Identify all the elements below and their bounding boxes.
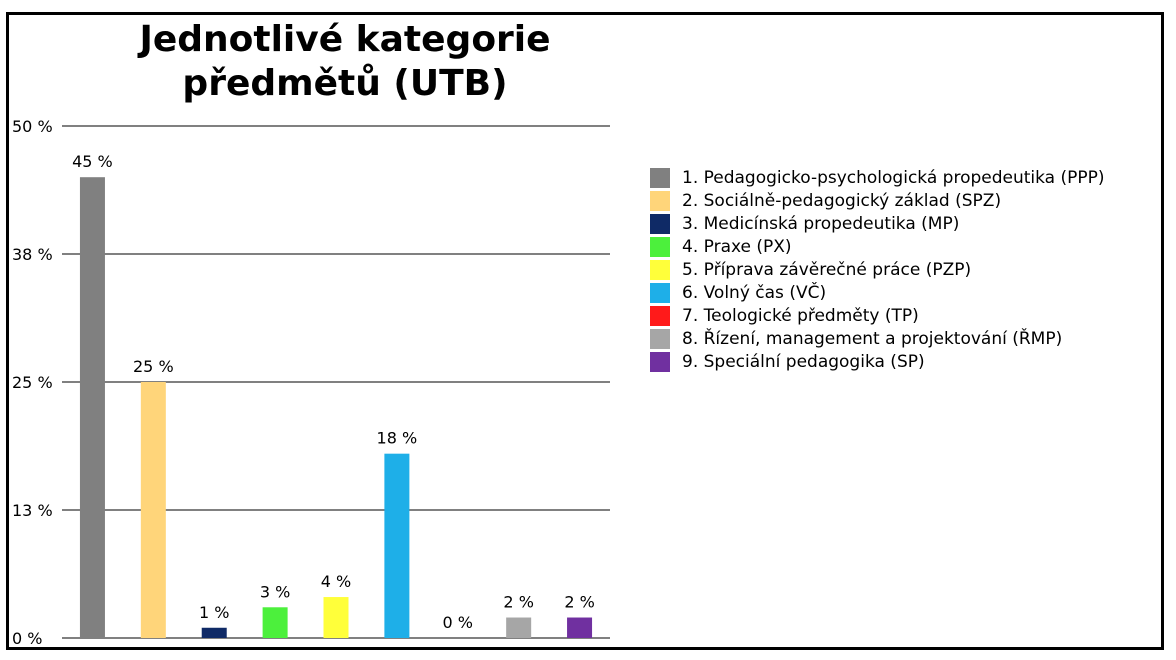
bar <box>506 617 532 638</box>
legend-label: 5. Příprava závěrečné práce (PZP) <box>682 259 972 280</box>
legend-swatch <box>650 190 670 211</box>
legend-item: 3. Medicínská propedeutika (MP) <box>650 212 1105 235</box>
legend-swatch <box>650 328 670 349</box>
chart-title-line-1: Jednotlivé kategorie <box>139 19 551 60</box>
legend-label: 1. Pedagogicko-psychologická propedeutik… <box>682 167 1105 188</box>
legend-swatch <box>650 259 670 280</box>
legend-label: 3. Medicínská propedeutika (MP) <box>682 213 960 234</box>
bar <box>201 627 227 638</box>
legend-item: 7. Teologické předměty (TP) <box>650 304 1105 327</box>
bar <box>79 177 105 638</box>
legend-swatch <box>650 305 670 326</box>
legend-swatch <box>650 167 670 188</box>
legend-swatch <box>650 213 670 234</box>
y-tick-label: 50 % <box>12 117 53 136</box>
legend-item: 2. Sociálně-pedagogický základ (SPZ) <box>650 189 1105 212</box>
y-tick-label: 38 % <box>12 245 53 264</box>
legend-item: 8. Řízení, management a projektování (ŘM… <box>650 327 1105 350</box>
bar <box>323 597 349 638</box>
legend-label: 7. Teologické předměty (TP) <box>682 305 919 326</box>
legend-swatch <box>650 282 670 303</box>
data-label: 2 % <box>564 593 594 612</box>
legend-item: 1. Pedagogicko-psychologická propedeutik… <box>650 166 1105 189</box>
data-label: 25 % <box>133 357 174 376</box>
data-label: 2 % <box>503 593 533 612</box>
data-label: 45 % <box>72 152 113 171</box>
chart-title: Jednotlivé kategorie předmětů (UTB) <box>130 18 560 106</box>
legend-label: 4. Praxe (PX) <box>682 236 792 257</box>
data-label: 18 % <box>377 429 418 448</box>
bar <box>567 617 593 638</box>
y-tick-label: 25 % <box>12 373 53 392</box>
legend-swatch <box>650 351 670 372</box>
legend-item: 6. Volný čas (VČ) <box>650 281 1105 304</box>
legend-swatch <box>650 236 670 257</box>
legend-item: 4. Praxe (PX) <box>650 235 1105 258</box>
data-label: 3 % <box>260 582 290 601</box>
chart-frame <box>6 12 1164 650</box>
legend-item: 9. Speciální pedagogika (SP) <box>650 350 1105 373</box>
data-label: 1 % <box>199 603 229 622</box>
y-tick-label: 13 % <box>12 501 53 520</box>
legend-label: 9. Speciální pedagogika (SP) <box>682 351 925 372</box>
data-label: 4 % <box>321 572 351 591</box>
legend-label: 2. Sociálně-pedagogický základ (SPZ) <box>682 190 1002 211</box>
data-label: 0 % <box>443 613 473 632</box>
bar <box>384 453 410 638</box>
chart-title-line-2: předmětů (UTB) <box>182 63 508 104</box>
y-tick-label: 0 % <box>12 629 42 648</box>
chart-legend: 1. Pedagogicko-psychologická propedeutik… <box>650 166 1105 373</box>
bar <box>262 607 288 638</box>
legend-item: 5. Příprava závěrečné práce (PZP) <box>650 258 1105 281</box>
bar <box>140 382 166 638</box>
legend-label: 8. Řízení, management a projektování (ŘM… <box>682 328 1063 349</box>
legend-label: 6. Volný čas (VČ) <box>682 282 827 303</box>
